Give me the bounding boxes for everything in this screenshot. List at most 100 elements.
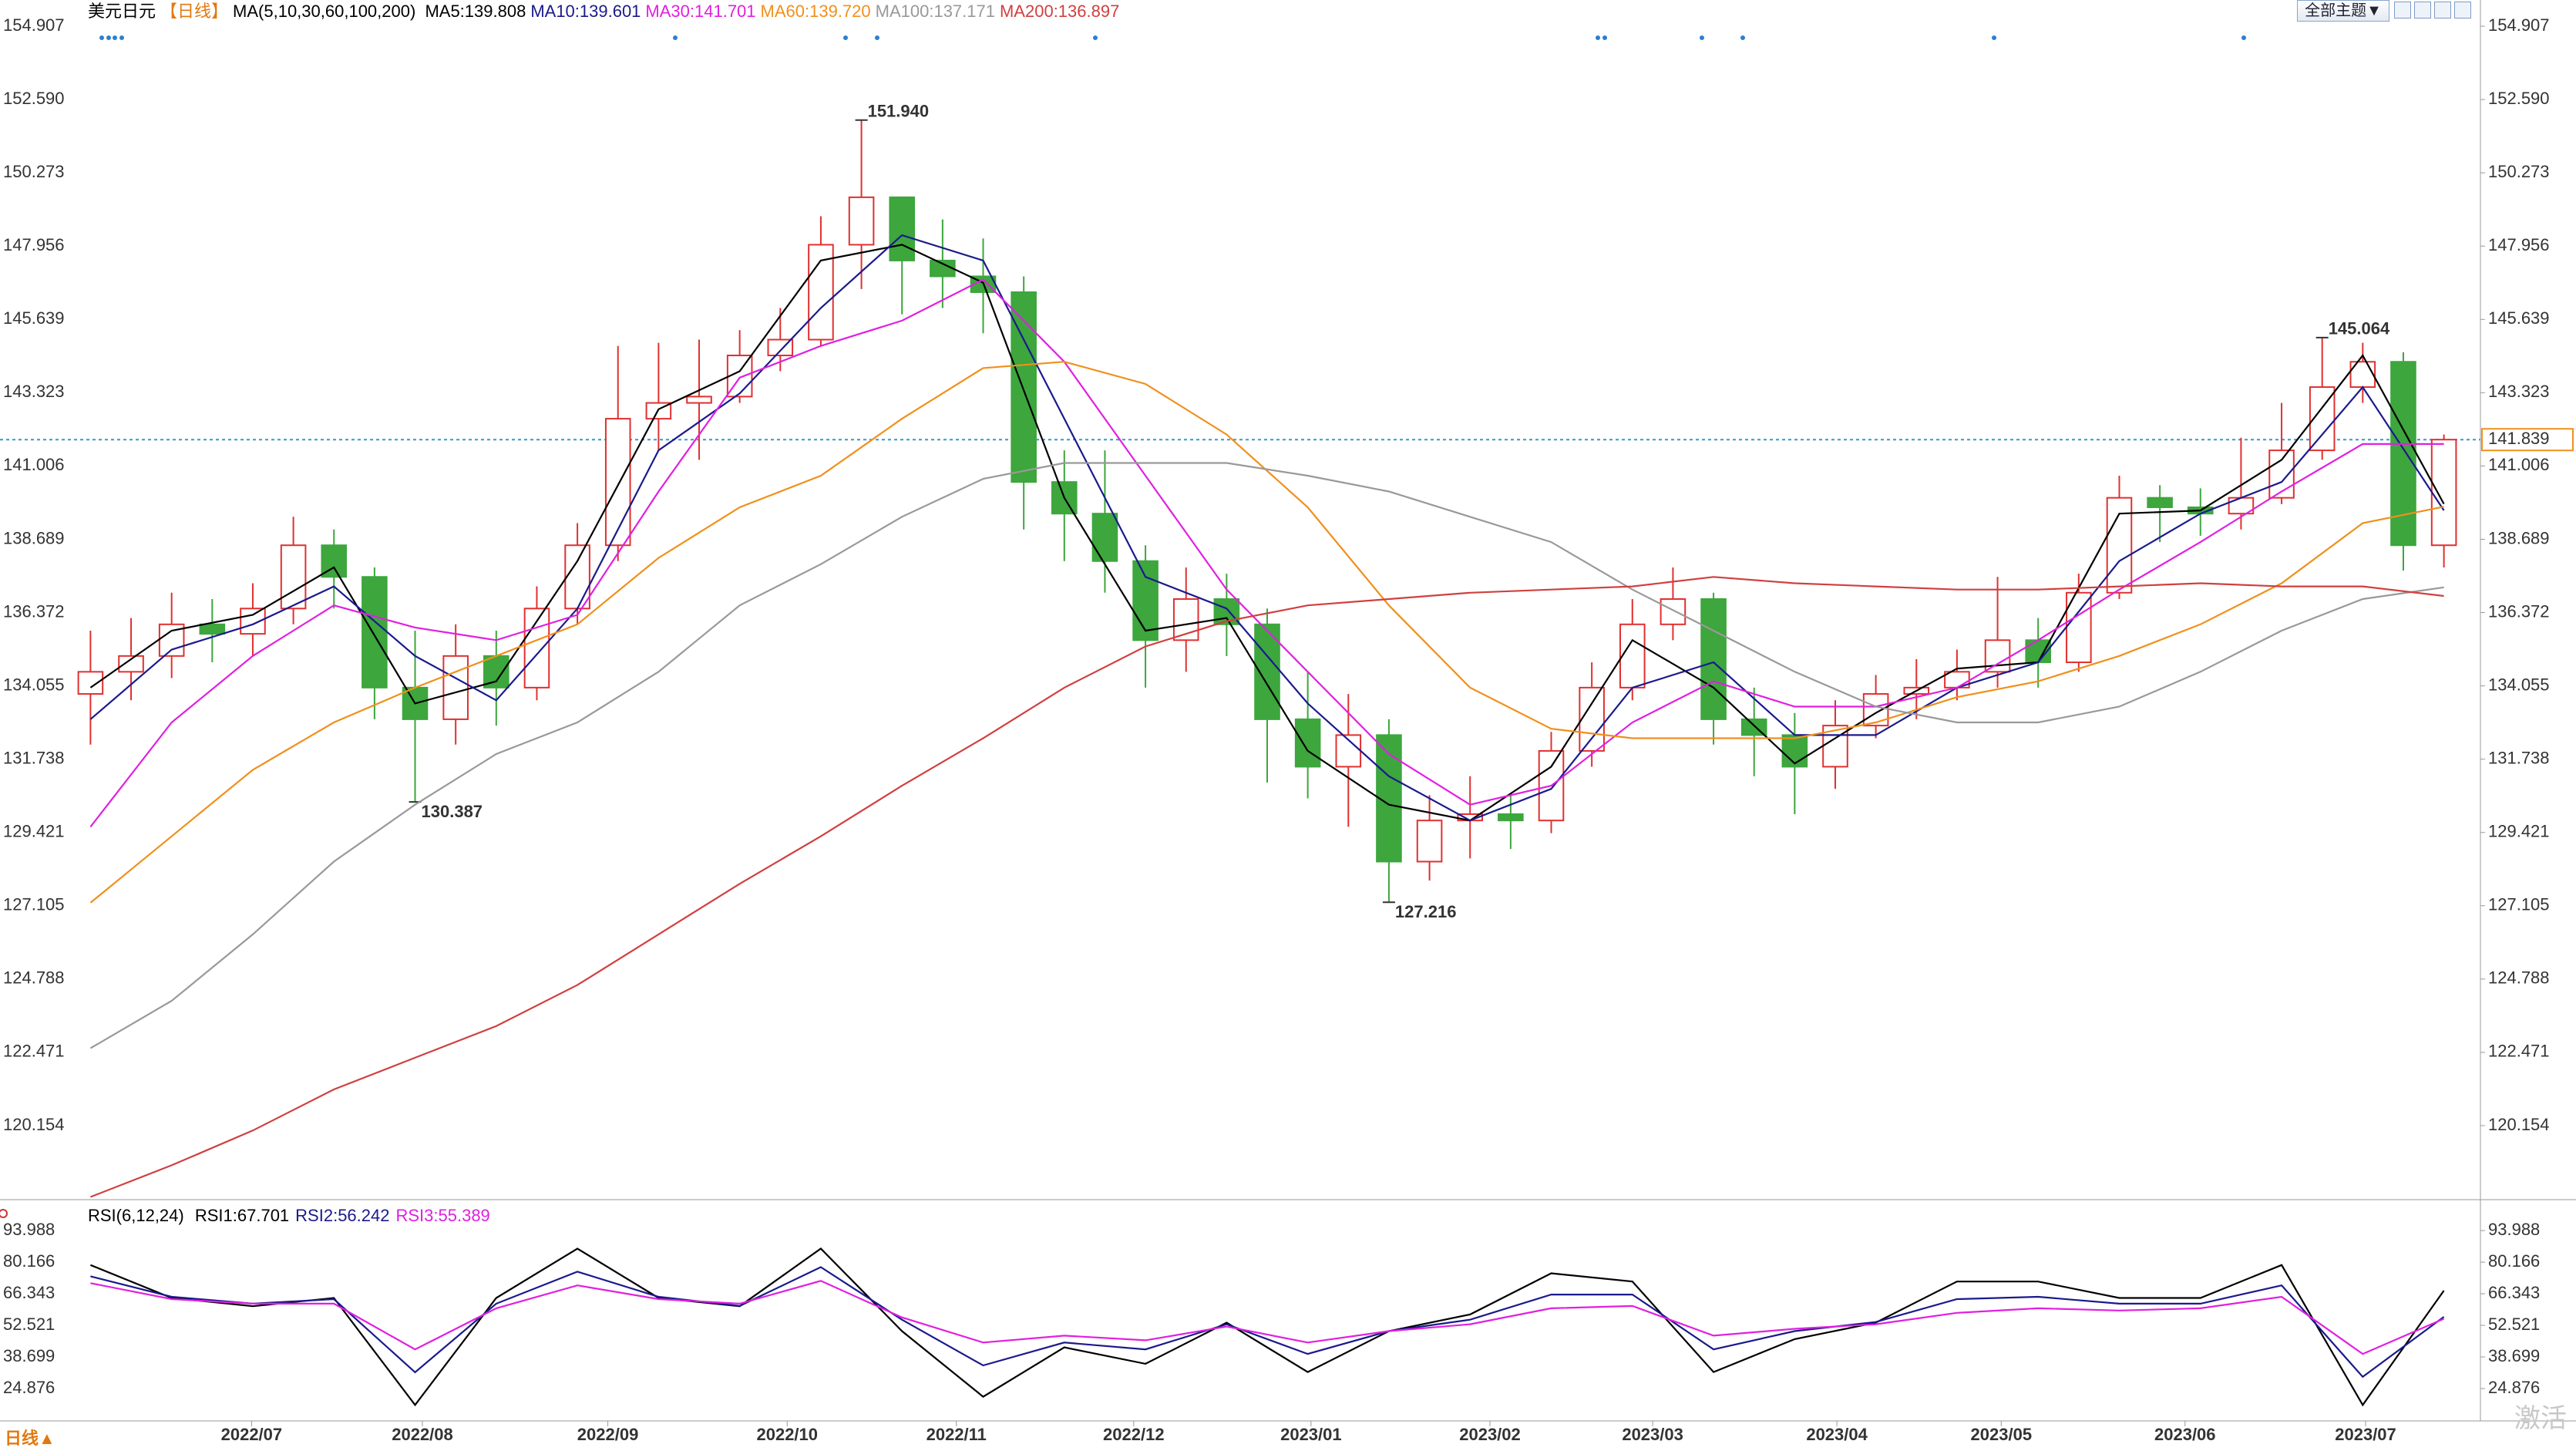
- y-tick-label: 152.590: [2488, 89, 2550, 108]
- icon[interactable]: [2394, 2, 2411, 19]
- line-series: [89, 278, 2444, 828]
- x-tick-label: 2023/07: [2335, 1425, 2396, 1444]
- y-tick-label: 93.988: [3, 1220, 55, 1239]
- low-label: 130.387: [422, 802, 483, 821]
- x-tick-label: 2022/07: [221, 1425, 283, 1444]
- y-tick-label: 152.590: [3, 89, 65, 108]
- candle-body: [1172, 598, 1199, 641]
- candle-body: [1619, 623, 1646, 688]
- y-tick-label: 66.343: [2488, 1283, 2540, 1302]
- high-label: 151.940: [868, 102, 930, 121]
- candle-body: [2106, 497, 2133, 594]
- candle-body: [1416, 820, 1443, 863]
- candle-body: [848, 196, 875, 246]
- candle-body: [77, 671, 104, 695]
- line-series: [89, 462, 2444, 1049]
- candle-body: [604, 418, 631, 547]
- y-tick-label: 38.699: [3, 1346, 55, 1365]
- y-tick-label: 141.006: [2488, 455, 2550, 474]
- candle-body: [442, 655, 469, 720]
- candle-body: [1091, 513, 1118, 562]
- y-tick-label: 145.639: [2488, 308, 2550, 328]
- x-tick-label: 2023/01: [1280, 1425, 1342, 1444]
- candle-body: [930, 259, 956, 278]
- symbol: 美元日元: [88, 2, 156, 21]
- y-tick-label: 80.166: [2488, 1251, 2540, 1271]
- indicator: RSI(6,12,24): [88, 1206, 184, 1225]
- y-tick-label: 129.421: [2488, 822, 2550, 841]
- legend-item: MA5:139.808: [425, 2, 526, 21]
- line-series: [89, 244, 2445, 822]
- y-tick-label: 154.907: [2488, 15, 2550, 35]
- x-tick-label: 2023/03: [1622, 1425, 1683, 1444]
- y-tick-label: 143.323: [3, 382, 65, 401]
- candle-body: [2390, 361, 2416, 547]
- y-tick-label: 136.372: [2488, 601, 2550, 621]
- period: 【日线】: [160, 2, 229, 21]
- legend-item: RSI1:67.701: [194, 1206, 290, 1225]
- candle-body: [199, 623, 226, 635]
- candle-body: [1781, 734, 1808, 768]
- icon[interactable]: [2454, 2, 2471, 19]
- y-tick-label: 80.166: [3, 1251, 55, 1271]
- y-tick-label: 124.788: [3, 968, 65, 988]
- candle-body: [686, 396, 712, 404]
- y-tick-label: 131.738: [2488, 748, 2550, 767]
- indicator: MA(5,10,30,60,100,200): [233, 2, 416, 21]
- candle-body: [1294, 718, 1321, 768]
- y-tick-label: 147.956: [2488, 235, 2550, 254]
- settings-icon[interactable]: [0, 1209, 8, 1218]
- candle-body: [2147, 497, 2173, 508]
- candle-body: [1862, 693, 1889, 727]
- y-tick-label: 136.372: [3, 601, 65, 621]
- y-tick-label: 134.055: [2488, 675, 2550, 694]
- candle-body: [362, 576, 388, 688]
- x-tick-label: 2022/10: [756, 1425, 818, 1444]
- y-tick-label: 154.907: [3, 15, 65, 35]
- x-tick-label: 2023/06: [2154, 1425, 2216, 1444]
- line-series: [89, 234, 2445, 822]
- candle-body: [726, 355, 753, 398]
- y-tick-label: 147.956: [3, 235, 65, 254]
- candle-body: [1538, 749, 1565, 822]
- legend-item: MA200:136.897: [999, 2, 1120, 21]
- icon[interactable]: [2414, 2, 2431, 19]
- legend-item: MA100:137.171: [875, 2, 995, 21]
- y-tick-label: 150.273: [2488, 162, 2550, 181]
- candle-body: [118, 655, 144, 673]
- legend-item: RSI3:55.389: [395, 1206, 490, 1225]
- period-tab[interactable]: 日线▲: [5, 1429, 55, 1448]
- x-tick-label: 2022/08: [392, 1425, 453, 1444]
- event-markers: [99, 35, 2246, 40]
- low-label: 127.216: [1395, 902, 1457, 921]
- candle-body: [1498, 813, 1524, 822]
- candle-body: [2268, 449, 2295, 499]
- x-tick-label: 2022/09: [577, 1425, 639, 1444]
- y-tick-label: 120.154: [3, 1115, 65, 1134]
- toolbar-icons: [2394, 2, 2474, 22]
- y-tick-label: 127.105: [2488, 895, 2550, 914]
- y-tick-label: 129.421: [3, 822, 65, 841]
- y-tick-label: 124.788: [2488, 968, 2550, 988]
- x-tick-label: 2023/04: [1806, 1425, 1868, 1444]
- candle-body: [483, 655, 509, 688]
- line-series: [90, 1280, 2445, 1355]
- y-tick-label: 93.988: [2488, 1220, 2540, 1239]
- y-tick-label: 150.273: [3, 162, 65, 181]
- y-tick-label: 134.055: [3, 675, 65, 694]
- y-tick-label: 141.006: [3, 455, 65, 474]
- legend-item: MA30:141.701: [645, 2, 756, 21]
- line-series: [90, 576, 2444, 1198]
- y-tick-label: 145.639: [3, 308, 65, 328]
- candle-body: [1984, 639, 2011, 673]
- x-tick-label: 2022/12: [1103, 1425, 1165, 1444]
- icon[interactable]: [2434, 2, 2451, 19]
- current-price-label: 141.839: [2488, 429, 2550, 448]
- y-tick-label: 122.471: [3, 1042, 65, 1061]
- legend-item: RSI2:56.242: [295, 1206, 390, 1225]
- theme-button[interactable]: 全部主题▼: [2297, 0, 2389, 22]
- x-tick-label: 2023/02: [1459, 1425, 1521, 1444]
